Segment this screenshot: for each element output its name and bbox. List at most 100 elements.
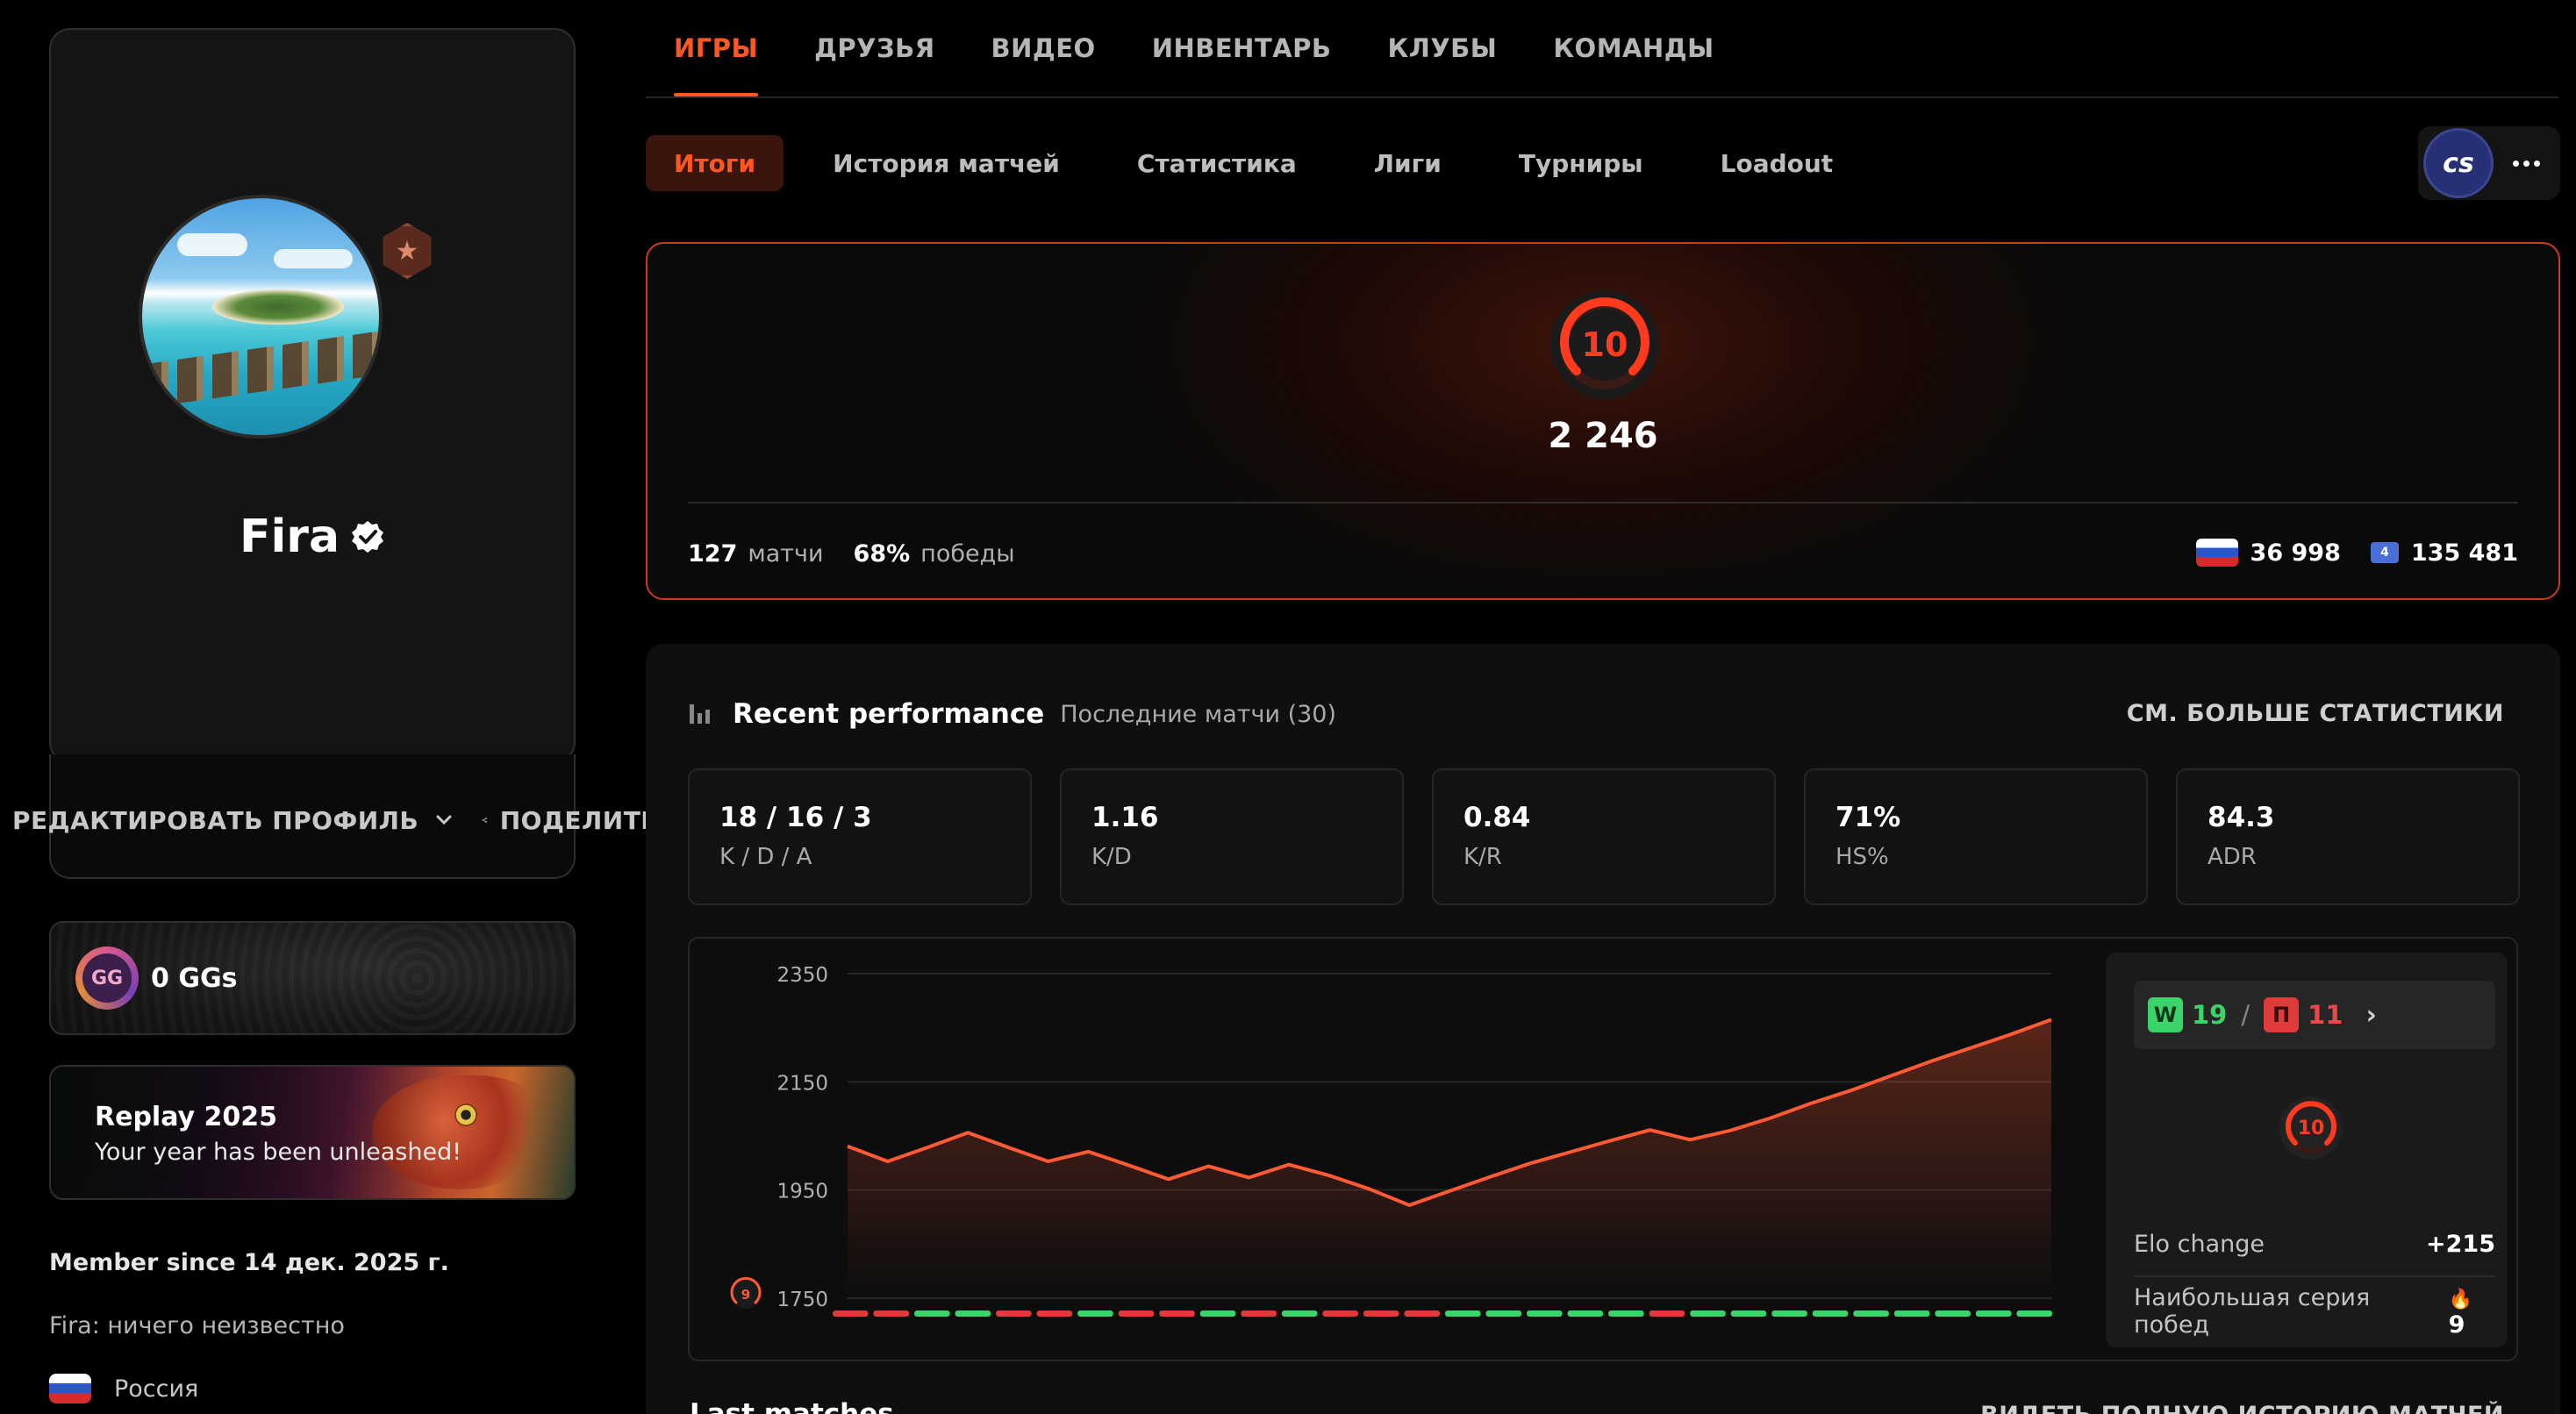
subtab-leagues[interactable]: Лиги <box>1373 148 1442 178</box>
game-switcher[interactable]: cs <box>2418 126 2560 200</box>
tab-inventory[interactable]: ИНВЕНТАРЬ <box>1151 33 1332 63</box>
win-streak-row: Наибольшая серия побед 🔥9 <box>2134 1279 2495 1344</box>
elo-area <box>848 1019 2051 1298</box>
win-loss-summary[interactable]: W 19 / П 11 › <box>2134 981 2495 1049</box>
loss-result-bar <box>833 1310 869 1317</box>
more-stats-link[interactable]: СМ. БОЛЬШЕ СТАТИСТИКИ <box>2126 700 2504 727</box>
start-level-badge: 9 <box>730 1276 762 1309</box>
win-result-bar <box>1445 1310 1481 1317</box>
ggs-card[interactable]: GG 0 GGs <box>49 921 576 1035</box>
subtab-statistics[interactable]: Статистика <box>1136 148 1297 178</box>
ranking-summary[interactable]: 36 998 4 135 481 <box>2195 539 2518 567</box>
wins-label: победы <box>920 540 1015 568</box>
loss-result-bar <box>996 1310 1032 1317</box>
loss-result-bar <box>1159 1310 1195 1317</box>
win-result-bar <box>1690 1310 1726 1317</box>
gg-coin-icon: GG <box>75 946 139 1010</box>
win-rate: 68% <box>853 540 911 568</box>
region-icon: 4 <box>2370 542 2399 563</box>
win-result-bar <box>1812 1310 1849 1317</box>
tab-friends[interactable]: ДРУЗЬЯ <box>814 33 935 63</box>
loss-result-bar <box>1322 1310 1358 1317</box>
stat-box-kd: 1.16 K/D <box>1060 768 1404 905</box>
y-tick-label: 1750 <box>776 1289 828 1311</box>
sub-tabs: Итоги История матчей Статистика Лиги Тур… <box>646 135 1861 191</box>
subtab-loadout[interactable]: Loadout <box>1720 148 1834 178</box>
win-letter: W <box>2148 997 2183 1032</box>
loss-letter: П <box>2264 997 2300 1032</box>
avatar[interactable] <box>139 195 383 439</box>
ggs-count: 0 GGs <box>151 962 238 994</box>
loss-result-bar <box>1363 1310 1399 1317</box>
matches-count: 127 <box>688 540 738 568</box>
subtab-overview[interactable]: Итоги <box>646 135 784 191</box>
stat-label: ADR <box>2207 844 2257 870</box>
stat-value: 1.16 <box>1091 802 1159 833</box>
avatar-image <box>139 195 383 439</box>
loss-result-bar <box>1649 1310 1685 1317</box>
performance-header: Recent performance Последние матчи (30) <box>690 698 1336 730</box>
stat-box-adr: 84.3 ADR <box>2176 768 2520 905</box>
stat-value: 18 / 16 / 3 <box>719 802 872 833</box>
win-result-bar <box>2016 1310 2052 1317</box>
loss-result-bar <box>873 1310 910 1317</box>
tab-games[interactable]: ИГРЫ <box>674 33 759 96</box>
stat-value: 0.84 <box>1463 802 1531 833</box>
win-result-bar <box>1935 1310 1971 1317</box>
skill-level-badge: 10 <box>1550 290 1659 399</box>
edit-profile-label: РЕДАКТИРОВАТЬ ПРОФИЛЬ <box>12 805 419 835</box>
tab-videos[interactable]: ВИДЕО <box>991 33 1096 63</box>
replay-card[interactable]: Replay 2025 Your year has been unleashed… <box>49 1065 576 1200</box>
tab-teams[interactable]: КОМАНДЫ <box>1553 33 1714 63</box>
member-since: Member since 14 дек. 2025 г. <box>49 1249 449 1276</box>
russia-flag-icon <box>49 1374 91 1403</box>
match-summary: 127 матчи 68% победы <box>688 540 1034 568</box>
y-tick-label: 1950 <box>776 1181 828 1203</box>
elo-change-label: Elo change <box>2134 1230 2265 1258</box>
skill-level-value: 10 <box>1582 325 1628 364</box>
replay-title: Replay 2025 <box>95 1102 278 1132</box>
game-icon-text: cs <box>2443 147 2474 179</box>
win-result-bar <box>955 1310 991 1317</box>
edit-profile-button[interactable]: РЕДАКТИРОВАТЬ ПРОФИЛЬ <box>12 806 457 835</box>
stat-box-kr: 0.84 K/R <box>1432 768 1776 905</box>
profile-actions: РЕДАКТИРОВАТЬ ПРОФИЛЬ ПОДЕЛИТЬСЯ <box>12 800 698 840</box>
elo-change-value: +215 <box>2426 1230 2495 1258</box>
win-streak-value: 9 <box>2448 1311 2465 1339</box>
subtab-tournaments[interactable]: Турниры <box>1518 148 1643 178</box>
profile-bio: Fira: ничего неизвестно <box>49 1312 345 1339</box>
last-matches-title: Last matches <box>690 1398 894 1414</box>
elo-value: 2 246 <box>1548 416 1658 456</box>
loss-result-bar <box>1036 1310 1073 1317</box>
win-result-bar <box>1281 1310 1318 1317</box>
performance-subtitle: Последние матчи (30) <box>1060 700 1336 728</box>
russia-flag-icon <box>2195 539 2238 567</box>
stat-label: K/R <box>1463 844 1502 870</box>
more-icon[interactable] <box>2513 160 2540 167</box>
stat-value: 71% <box>1835 802 1901 833</box>
top-tabs: ИГРЫ ДРУЗЬЯ ВИДЕО ИНВЕНТАРЬ КЛУБЫ КОМАНД… <box>646 0 2558 98</box>
stat-label: HS% <box>1835 844 1889 870</box>
replay-subtitle: Your year has been unleashed! <box>95 1139 462 1166</box>
stat-value: 84.3 <box>2207 802 2275 833</box>
win-result-bar <box>1730 1310 1767 1317</box>
skill-level-badge-small: 10 <box>2279 1096 2343 1160</box>
full-history-link[interactable]: ВИДЕТЬ ПОЛНУЮ ИСТОРИЮ МАТЧЕЙ <box>1980 1402 2504 1414</box>
profile-name: Fira <box>239 511 340 563</box>
stat-label: K / D / A <box>719 844 812 870</box>
tab-clubs[interactable]: КЛУБЫ <box>1387 33 1498 63</box>
chevron-down-icon <box>436 815 452 825</box>
win-result-bar <box>1608 1310 1644 1317</box>
elo-chart[interactable]: 2350 2150 1950 1750 9 <box>690 939 2093 1363</box>
profile-card-actions-area <box>49 754 576 879</box>
performance-card: Recent performance Последние матчи (30) … <box>646 644 2560 1414</box>
country-rank: 36 998 <box>2250 539 2341 567</box>
win-result-bar <box>1485 1310 1522 1317</box>
gg-icon-text: GG <box>82 953 132 1003</box>
win-loss-panel: W 19 / П 11 › 10 Elo change +215 Наиболь… <box>2106 953 2508 1347</box>
subtab-match-history[interactable]: История матчей <box>833 148 1060 178</box>
cs2-game-icon[interactable]: cs <box>2423 128 2494 198</box>
losses-count: 11 <box>2308 1000 2343 1030</box>
region-icon-text: 4 <box>2380 546 2389 560</box>
y-tick-label: 2150 <box>776 1072 828 1095</box>
